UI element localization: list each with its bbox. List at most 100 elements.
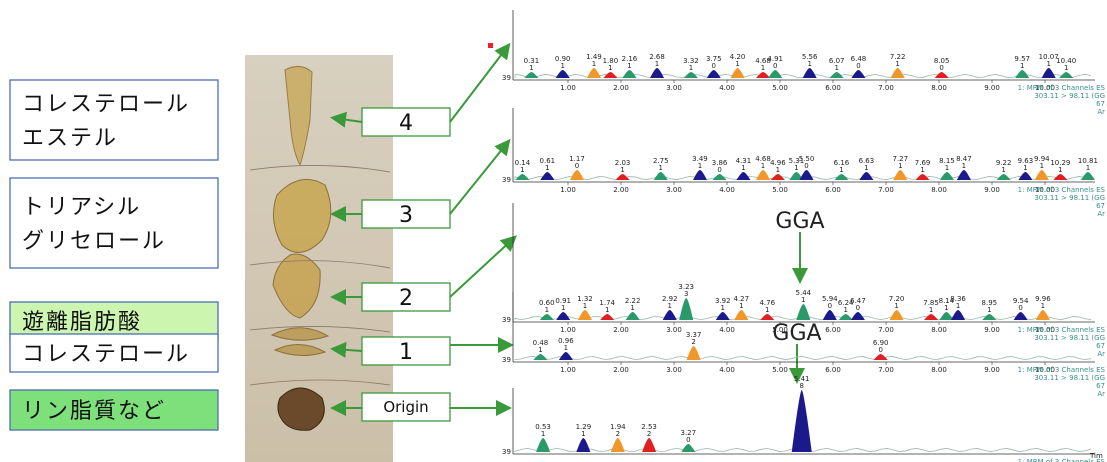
channel-info: 67 (1096, 382, 1105, 390)
channel-info: 1: MRM of 3 Channels ES (1018, 84, 1106, 92)
label-text: 遊離脂肪酸 (22, 310, 142, 335)
peak-count: 1 (620, 166, 624, 174)
peak (997, 174, 1011, 180)
peak-count: 1 (659, 164, 663, 172)
peak-count: 1 (1020, 62, 1024, 70)
peak-count: 1 (920, 166, 924, 174)
channel-info: 303.11 > 98.11 (GG (1034, 194, 1105, 202)
peak-count: 0 (804, 162, 808, 170)
peak (559, 352, 573, 360)
channel-info: 1: MRM of 3 Channels ES (1018, 326, 1106, 334)
peak-count: 0 (939, 64, 943, 72)
peak (622, 70, 636, 78)
peak-count: 1 (895, 60, 899, 68)
peak-count: 0 (1018, 304, 1022, 312)
peak (716, 312, 730, 320)
tick-label: 8.00 (931, 84, 947, 92)
peak (803, 68, 817, 78)
tick-label: 6.00 (825, 326, 841, 334)
peak-count: 1 (864, 164, 868, 172)
tick-label: 2.00 (613, 366, 629, 374)
channel-info: 303.11 > 98.11 (GG (1034, 92, 1105, 100)
peak-count: 1 (545, 164, 549, 172)
peak-count: 0 (717, 166, 721, 174)
peak-count: 0 (686, 436, 690, 444)
peak (1035, 170, 1049, 180)
spot-label: 4 (399, 111, 413, 136)
peak (823, 310, 837, 320)
spot-label: 2 (399, 286, 413, 311)
peak-count: 1 (1046, 60, 1050, 68)
peak-count: 1 (929, 306, 933, 314)
peak (687, 346, 701, 360)
peak-count: 1 (541, 430, 545, 438)
peak (1059, 72, 1073, 78)
peak-count: 1 (605, 306, 609, 314)
peak-count: 1 (776, 166, 780, 174)
channel-info: 67 (1096, 342, 1105, 350)
tick-label: 7.00 (878, 366, 894, 374)
baseline (515, 356, 1091, 360)
peak (851, 70, 865, 78)
peak (570, 170, 584, 180)
peak (796, 304, 810, 320)
peak (600, 314, 614, 320)
peak-count: 1 (668, 302, 672, 310)
peak-count: 0 (575, 162, 579, 170)
annotation: GGA (775, 209, 824, 234)
peak-count: 1 (630, 304, 634, 312)
peak-count: 1 (739, 302, 743, 310)
chromatogram: 390.1410.6111.1702.0312.7513.4913.8604.3… (502, 108, 1106, 218)
peak-count: 1 (944, 304, 948, 312)
peak (940, 172, 954, 180)
peak-count: 1 (735, 60, 739, 68)
peak-count: 1 (721, 304, 725, 312)
peak-count: 8 (799, 382, 803, 390)
peak-count: 1 (689, 64, 693, 72)
channel-info: Ar (1097, 108, 1105, 116)
peak-count: 0 (712, 62, 716, 70)
peak (1036, 310, 1050, 320)
y-label: 39 (502, 74, 511, 82)
figure: コレステロールエステルトリアシルグリセロール遊離脂肪酸コレステロールリン脂質など… (0, 0, 1107, 462)
peak (654, 172, 668, 180)
spot-label: 1 (399, 340, 413, 365)
peak (851, 312, 865, 320)
peak (1015, 70, 1029, 78)
peak (957, 170, 971, 180)
peak-count: 0 (878, 346, 882, 354)
peak-count: 1 (843, 306, 847, 314)
peak (951, 310, 965, 320)
peak (800, 170, 814, 180)
peak-count: 1 (698, 162, 702, 170)
peak-count: 1 (807, 60, 811, 68)
peak-count: 1 (1064, 64, 1068, 72)
peak (756, 170, 770, 180)
channel-info: 303.11 > 98.11 (GG (1034, 374, 1105, 382)
peak (893, 170, 907, 180)
channel-info: 1: MRM of 3 Channels ES (1018, 186, 1106, 194)
peak (707, 70, 721, 78)
channel-info: Ar (1097, 210, 1105, 218)
label-box (10, 178, 218, 268)
peak (693, 170, 707, 180)
label-text: エステル (22, 126, 118, 151)
tick-label: 3.00 (666, 84, 682, 92)
peak-count: 1 (801, 296, 805, 304)
peak-count: 2 (616, 430, 620, 438)
tick-label: 5.00 (772, 84, 788, 92)
peak (768, 70, 782, 78)
channel-info: Ar (1097, 390, 1105, 398)
peak-count: 1 (583, 302, 587, 310)
peak-count: 1 (581, 430, 585, 438)
tick-label: 4.00 (719, 186, 735, 194)
time-label: Tim (1089, 452, 1103, 460)
spot-label: 3 (399, 203, 413, 228)
tick-label: 8.00 (931, 366, 947, 374)
tick-label: 1.00 (560, 84, 576, 92)
peak-count: 1 (956, 302, 960, 310)
channel-info: Ar (1097, 350, 1105, 358)
peak-count: 1 (761, 64, 765, 72)
peak (679, 298, 693, 320)
